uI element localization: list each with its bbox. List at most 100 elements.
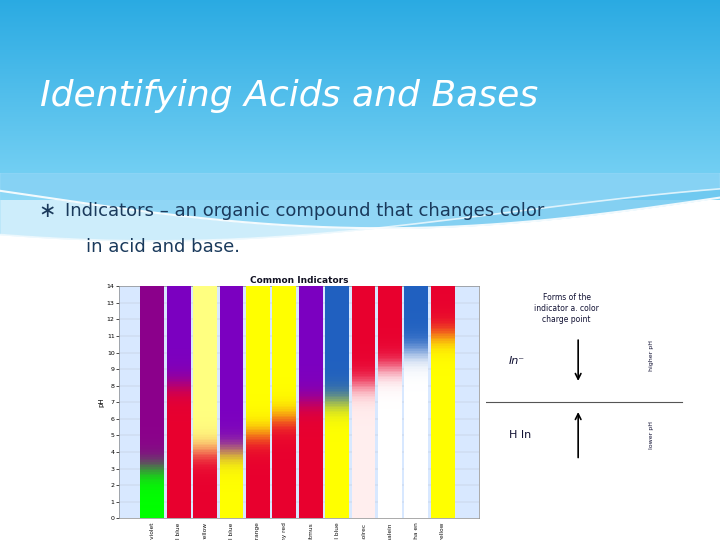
Bar xyxy=(193,296,217,298)
Bar xyxy=(220,366,243,368)
Bar xyxy=(167,288,191,289)
Bar xyxy=(272,309,297,311)
Bar xyxy=(272,467,297,469)
Bar xyxy=(378,321,402,323)
Bar xyxy=(220,314,243,316)
Bar xyxy=(220,437,243,439)
Bar xyxy=(0,56,720,57)
Bar xyxy=(351,487,376,489)
Bar xyxy=(193,512,217,514)
Bar xyxy=(431,369,455,371)
Bar xyxy=(220,412,243,414)
Bar xyxy=(299,391,323,393)
Bar xyxy=(0,111,720,112)
Bar xyxy=(0,141,720,142)
Text: Methy red: Methy red xyxy=(282,523,287,540)
Bar xyxy=(167,348,191,349)
Bar xyxy=(431,314,455,316)
Bar xyxy=(140,303,164,305)
Bar xyxy=(325,427,349,429)
Bar xyxy=(378,478,402,480)
Bar xyxy=(220,305,243,306)
Bar xyxy=(299,426,323,427)
Bar xyxy=(246,313,270,314)
Bar xyxy=(325,314,349,316)
Bar xyxy=(0,192,720,193)
Bar xyxy=(0,198,720,199)
Bar xyxy=(0,72,720,73)
Bar xyxy=(431,517,455,518)
Bar xyxy=(220,469,243,470)
Bar xyxy=(193,494,217,495)
Bar xyxy=(167,421,191,422)
Bar xyxy=(167,489,191,490)
Bar xyxy=(299,303,323,305)
Bar xyxy=(0,126,720,127)
Bar xyxy=(140,469,164,470)
Bar xyxy=(405,371,428,373)
Bar xyxy=(246,384,270,386)
Bar xyxy=(431,437,455,439)
Bar xyxy=(299,306,323,308)
Bar xyxy=(167,291,191,293)
Bar xyxy=(140,306,164,308)
Bar xyxy=(246,359,270,361)
Bar xyxy=(193,354,217,356)
Bar xyxy=(431,298,455,300)
Bar xyxy=(299,293,323,294)
Bar xyxy=(405,329,428,331)
Bar xyxy=(405,478,428,480)
Bar xyxy=(405,464,428,465)
Bar xyxy=(193,434,217,435)
Bar xyxy=(325,465,349,467)
Bar xyxy=(299,435,323,437)
Bar xyxy=(299,497,323,498)
Bar xyxy=(378,401,402,402)
Bar xyxy=(220,439,243,441)
Bar xyxy=(272,386,297,387)
Bar xyxy=(378,373,402,374)
Bar xyxy=(0,171,720,172)
Bar xyxy=(378,430,402,432)
Bar xyxy=(220,470,243,472)
Bar xyxy=(405,460,428,462)
Bar xyxy=(272,485,297,487)
Bar xyxy=(0,36,720,37)
Bar xyxy=(325,401,349,402)
Bar xyxy=(351,502,376,503)
Bar xyxy=(0,182,720,183)
Bar xyxy=(220,514,243,515)
Bar xyxy=(351,386,376,387)
Bar xyxy=(351,482,376,484)
Bar xyxy=(378,377,402,379)
Bar xyxy=(325,435,349,437)
Bar xyxy=(0,159,720,160)
Text: lower pH: lower pH xyxy=(649,421,654,449)
Bar xyxy=(325,474,349,475)
Bar xyxy=(0,128,720,129)
Bar xyxy=(405,505,428,507)
Bar xyxy=(351,494,376,495)
Bar xyxy=(167,318,191,319)
Bar xyxy=(405,439,428,441)
Bar xyxy=(246,462,270,464)
Bar xyxy=(351,306,376,308)
Bar xyxy=(193,346,217,348)
Bar xyxy=(272,356,297,357)
Bar xyxy=(405,293,428,294)
Bar xyxy=(325,477,349,478)
Bar xyxy=(351,458,376,460)
Bar xyxy=(0,122,720,123)
Bar xyxy=(325,291,349,293)
Bar xyxy=(299,464,323,465)
Bar xyxy=(246,409,270,410)
Bar xyxy=(246,421,270,422)
Bar xyxy=(272,377,297,379)
Bar xyxy=(299,384,323,386)
Bar xyxy=(431,348,455,349)
Bar xyxy=(167,514,191,515)
Bar xyxy=(378,359,402,361)
Bar xyxy=(378,435,402,437)
Bar xyxy=(299,478,323,480)
Bar xyxy=(378,376,402,377)
